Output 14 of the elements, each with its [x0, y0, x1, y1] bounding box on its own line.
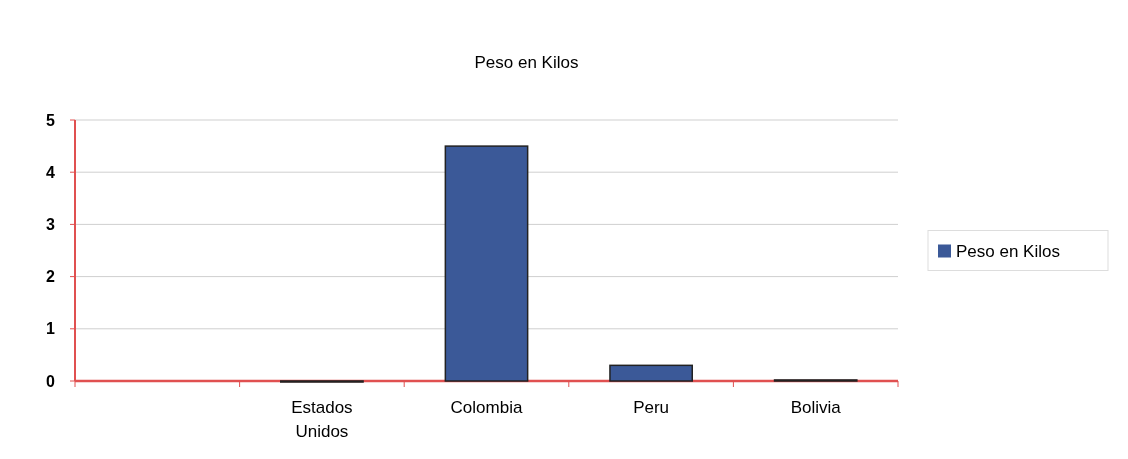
x-tick-label: Estados Unidos [291, 398, 353, 441]
bar [609, 364, 693, 382]
y-tick-label: 0 [46, 372, 56, 390]
x-tick-label: Peru [633, 398, 670, 417]
y-tick-label: 3 [46, 216, 56, 233]
chart-title: Peso en Kilos [474, 53, 579, 72]
y-tick-label: 1 [46, 320, 56, 338]
legend-label: Peso en Kilos [956, 242, 1060, 262]
x-tick-label: Colombia [450, 398, 523, 417]
y-tick-label: 2 [46, 268, 56, 286]
y-tick-label: 4 [46, 163, 56, 181]
y-tick-label: 5 [46, 111, 56, 129]
bar [444, 145, 529, 382]
x-tick-label: Bolivia [790, 398, 842, 417]
